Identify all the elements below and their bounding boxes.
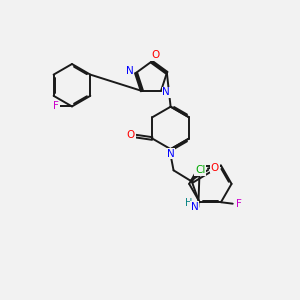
Text: F: F: [236, 199, 242, 209]
Text: O: O: [151, 50, 159, 60]
Text: N: N: [162, 87, 170, 98]
Text: Cl: Cl: [195, 165, 206, 175]
Text: O: O: [211, 163, 219, 173]
Text: O: O: [127, 130, 135, 140]
Text: H: H: [185, 198, 193, 208]
Text: N: N: [191, 202, 199, 212]
Text: N: N: [126, 66, 134, 76]
Text: N: N: [167, 148, 175, 158]
Text: F: F: [53, 101, 59, 111]
